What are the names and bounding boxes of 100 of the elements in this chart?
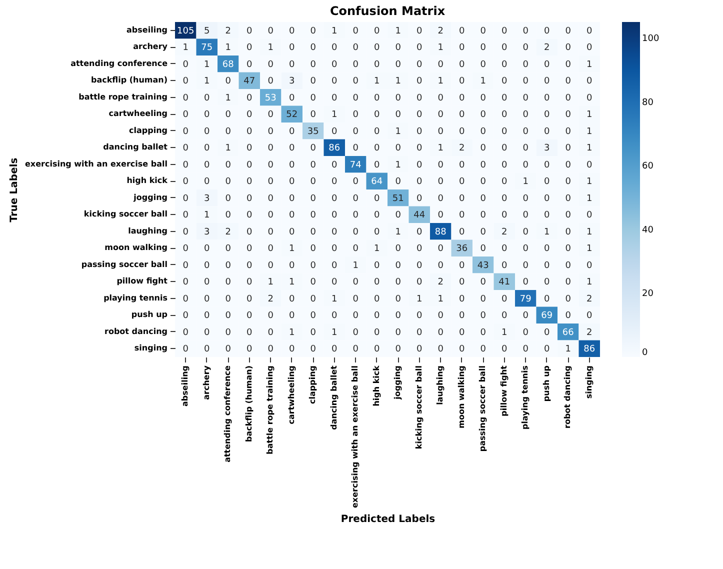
data-label: 0 (246, 260, 253, 271)
data-label: 79 (520, 294, 532, 304)
data-label: 0 (374, 43, 380, 54)
data-label: 0 (204, 311, 210, 322)
data-label: 0 (565, 93, 572, 104)
data-label: 0 (310, 60, 316, 70)
data-label: 0 (416, 194, 423, 204)
data-label: 2 (586, 294, 592, 304)
data-label: 1 (416, 294, 422, 304)
y-tick-label: moon walking (104, 243, 168, 252)
data-label: 2 (502, 227, 508, 238)
data-label: 41 (498, 278, 510, 288)
data-label: 0 (586, 93, 593, 104)
data-label: 0 (310, 177, 316, 188)
data-label: 0 (310, 278, 316, 288)
data-label: 0 (332, 76, 338, 87)
data-label: 0 (289, 43, 296, 54)
data-label: 0 (182, 278, 189, 288)
data-label: 0 (246, 126, 253, 137)
data-label: 0 (289, 126, 296, 137)
data-label: 0 (522, 126, 529, 137)
data-label: 0 (522, 210, 529, 221)
data-label: 0 (268, 344, 274, 355)
data-label: 0 (182, 76, 189, 87)
data-label: 68 (222, 60, 234, 70)
data-label: 0 (310, 328, 316, 338)
data-label: 105 (177, 26, 194, 36)
data-label: 0 (522, 311, 529, 322)
data-label: 0 (586, 26, 593, 36)
data-label: 35 (307, 126, 319, 137)
data-label: 1 (332, 110, 338, 120)
data-label: 1 (374, 76, 380, 87)
data-label: 1 (395, 227, 401, 238)
data-label: 0 (310, 227, 316, 238)
data-label: 1 (225, 43, 231, 54)
x-tick-label: passing soccer ball (478, 365, 488, 452)
data-label: 44 (414, 210, 426, 221)
data-label: 0 (352, 227, 359, 238)
data-label: 0 (544, 328, 550, 338)
data-label: 0 (522, 244, 529, 254)
data-label: 0 (374, 26, 380, 36)
data-label: 0 (352, 344, 359, 355)
data-label: 0 (268, 194, 274, 204)
data-label: 0 (289, 210, 296, 221)
data-label: 3 (289, 76, 295, 87)
data-label: 0 (204, 126, 210, 137)
data-label: 0 (416, 26, 423, 36)
data-label: 0 (289, 144, 296, 154)
data-label: 0 (395, 244, 402, 254)
data-label: 1 (374, 244, 380, 254)
data-label: 1 (565, 344, 571, 355)
y-tick-label: kicking soccer ball (84, 210, 168, 219)
data-label: 1 (395, 160, 401, 170)
data-label: 0 (332, 93, 338, 104)
data-label: 0 (332, 227, 338, 238)
data-label: 0 (480, 160, 486, 170)
data-label: 0 (268, 244, 274, 254)
data-label: 0 (522, 43, 529, 54)
data-label: 0 (480, 144, 486, 154)
data-label: 0 (438, 328, 444, 338)
data-label: 1 (586, 60, 592, 70)
data-label: 0 (565, 160, 572, 170)
data-label: 0 (332, 278, 338, 288)
data-label: 0 (352, 76, 359, 87)
x-tick-label: cartwheeling (286, 365, 296, 424)
data-label: 0 (182, 344, 189, 355)
data-label: 0 (544, 194, 550, 204)
data-label: 0 (204, 244, 210, 254)
data-label: 0 (268, 126, 274, 137)
data-label: 1 (332, 328, 338, 338)
x-tick-label: push up (542, 365, 551, 402)
data-label: 69 (541, 311, 553, 322)
data-label: 2 (225, 26, 231, 36)
data-label: 0 (352, 43, 359, 54)
data-label: 0 (480, 93, 486, 104)
data-label: 0 (182, 210, 189, 221)
data-label: 0 (374, 311, 380, 322)
data-label: 0 (246, 93, 253, 104)
data-label: 0 (395, 294, 402, 304)
data-label: 0 (352, 110, 359, 120)
data-label: 0 (289, 260, 296, 271)
data-label: 3 (544, 144, 550, 154)
data-label: 64 (371, 177, 383, 188)
data-label: 1 (522, 177, 528, 188)
data-label: 0 (395, 43, 402, 54)
data-label: 0 (225, 210, 232, 221)
data-label: 0 (522, 344, 529, 355)
data-label: 0 (416, 227, 423, 238)
data-label: 0 (565, 26, 572, 36)
data-label: 0 (438, 60, 444, 70)
x-tick-label: backflip (human) (244, 366, 254, 442)
data-label: 0 (416, 43, 423, 54)
data-label: 0 (544, 76, 550, 87)
data-label: 0 (268, 260, 274, 271)
data-label: 0 (310, 210, 316, 221)
data-label: 0 (459, 294, 466, 304)
data-label: 0 (480, 43, 486, 54)
data-label: 0 (565, 244, 572, 254)
data-label: 0 (182, 294, 189, 304)
data-label: 0 (246, 210, 253, 221)
